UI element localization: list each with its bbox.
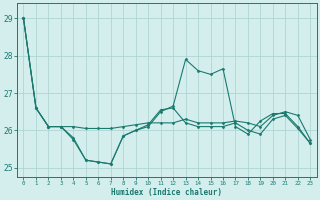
X-axis label: Humidex (Indice chaleur): Humidex (Indice chaleur) bbox=[111, 188, 222, 197]
